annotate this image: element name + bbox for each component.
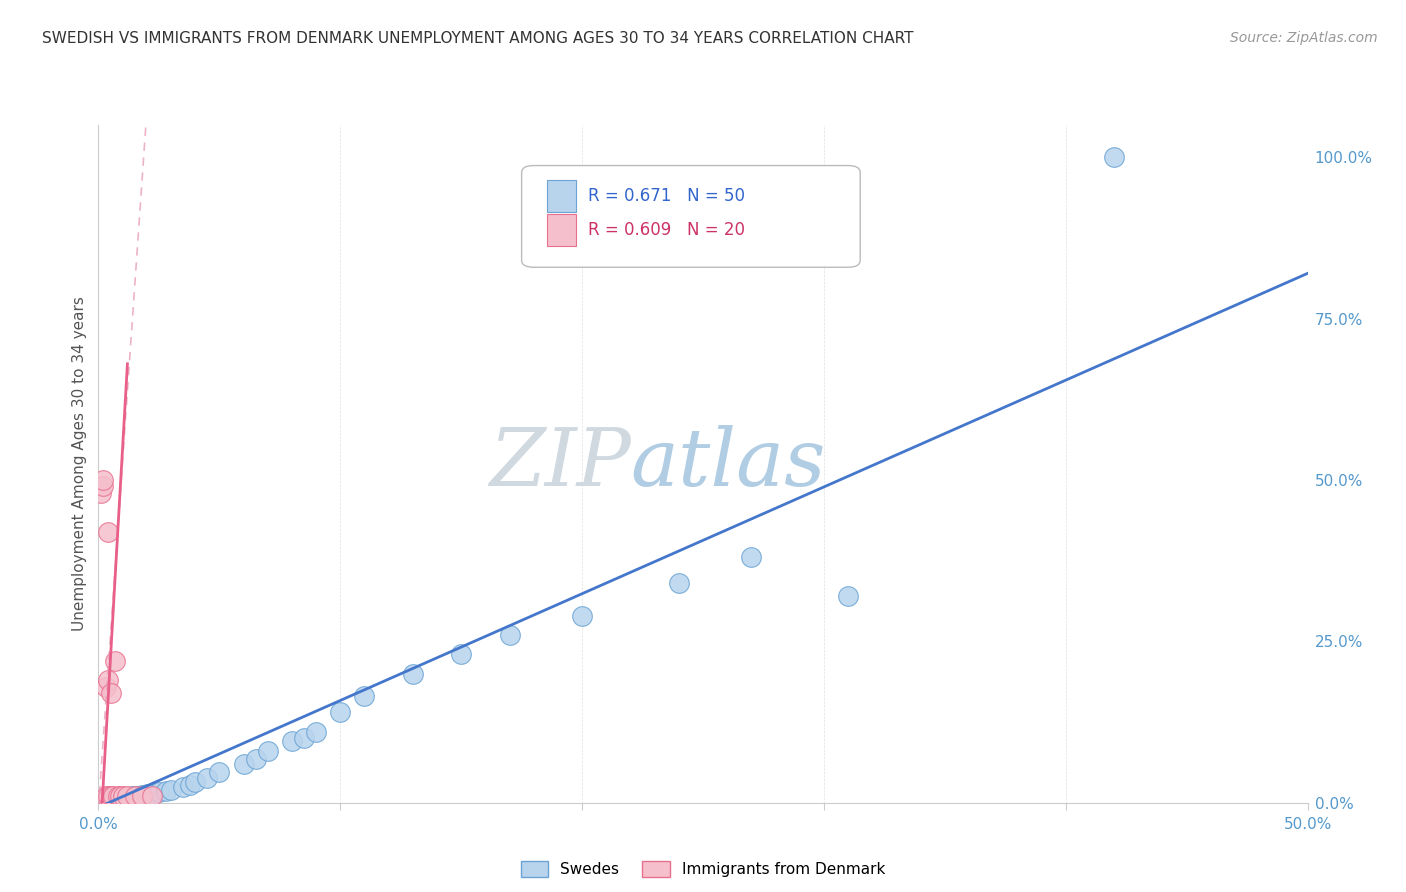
Point xyxy=(135,788,157,802)
Text: ZIP: ZIP xyxy=(489,425,630,502)
Point xyxy=(97,524,120,539)
Point xyxy=(100,792,122,806)
Text: Source: ZipAtlas.com: Source: ZipAtlas.com xyxy=(1230,31,1378,45)
Point xyxy=(141,789,163,804)
Point xyxy=(131,789,153,804)
Point xyxy=(184,775,207,789)
Point xyxy=(101,792,124,806)
Point xyxy=(305,724,328,739)
Point xyxy=(353,690,375,704)
Point xyxy=(160,783,183,797)
Point xyxy=(172,780,194,794)
Point xyxy=(90,486,112,500)
Point xyxy=(148,785,170,799)
Point xyxy=(90,794,112,808)
Point xyxy=(91,479,114,493)
Point xyxy=(141,787,163,801)
Point xyxy=(121,789,143,804)
FancyBboxPatch shape xyxy=(547,214,576,246)
Point xyxy=(329,706,352,720)
Point xyxy=(131,788,153,802)
Point xyxy=(124,789,146,804)
Point xyxy=(837,589,859,603)
Text: atlas: atlas xyxy=(630,425,825,502)
Point xyxy=(281,734,304,748)
Point xyxy=(127,789,149,803)
Point xyxy=(402,666,425,681)
FancyBboxPatch shape xyxy=(522,166,860,268)
Point xyxy=(740,550,762,565)
Point xyxy=(111,790,134,805)
Point xyxy=(111,790,134,805)
Point xyxy=(108,789,131,804)
Point xyxy=(571,608,593,623)
Point xyxy=(1102,150,1125,164)
Point xyxy=(155,784,177,798)
Point xyxy=(91,793,114,807)
Point xyxy=(498,628,520,642)
Point xyxy=(94,789,117,804)
Point xyxy=(232,757,254,772)
Point xyxy=(104,654,127,668)
Point xyxy=(104,792,127,806)
Point xyxy=(117,789,139,804)
Point xyxy=(108,791,131,805)
Point xyxy=(94,680,117,694)
Point xyxy=(118,789,141,804)
Point xyxy=(111,789,134,804)
Y-axis label: Unemployment Among Ages 30 to 34 years: Unemployment Among Ages 30 to 34 years xyxy=(72,296,87,632)
Point xyxy=(100,789,122,804)
Point xyxy=(100,792,122,806)
Point xyxy=(208,764,231,779)
Text: SWEDISH VS IMMIGRANTS FROM DENMARK UNEMPLOYMENT AMONG AGES 30 TO 34 YEARS CORREL: SWEDISH VS IMMIGRANTS FROM DENMARK UNEMP… xyxy=(42,31,914,46)
Point xyxy=(117,789,139,804)
Point xyxy=(94,793,117,807)
Point xyxy=(107,791,129,805)
Point xyxy=(94,792,117,806)
Point xyxy=(91,793,114,807)
FancyBboxPatch shape xyxy=(547,180,576,212)
Point xyxy=(179,778,201,792)
Point xyxy=(256,744,278,758)
Point xyxy=(100,686,122,700)
Point xyxy=(245,752,267,766)
Point xyxy=(101,789,124,804)
Point xyxy=(107,791,129,805)
Point xyxy=(114,790,136,805)
Point xyxy=(292,731,315,746)
Point xyxy=(195,771,218,785)
Text: R = 0.671   N = 50: R = 0.671 N = 50 xyxy=(588,187,745,205)
Point xyxy=(124,789,146,804)
Point xyxy=(90,794,112,808)
Point xyxy=(107,789,129,804)
Point xyxy=(97,792,120,806)
Point xyxy=(668,576,690,591)
Text: R = 0.609   N = 20: R = 0.609 N = 20 xyxy=(588,221,745,239)
Point xyxy=(97,792,120,806)
Point xyxy=(101,792,124,806)
Point xyxy=(91,473,114,487)
Legend: Swedes, Immigrants from Denmark: Swedes, Immigrants from Denmark xyxy=(515,855,891,883)
Point xyxy=(450,648,472,662)
Point xyxy=(97,789,120,804)
Point xyxy=(97,673,120,687)
